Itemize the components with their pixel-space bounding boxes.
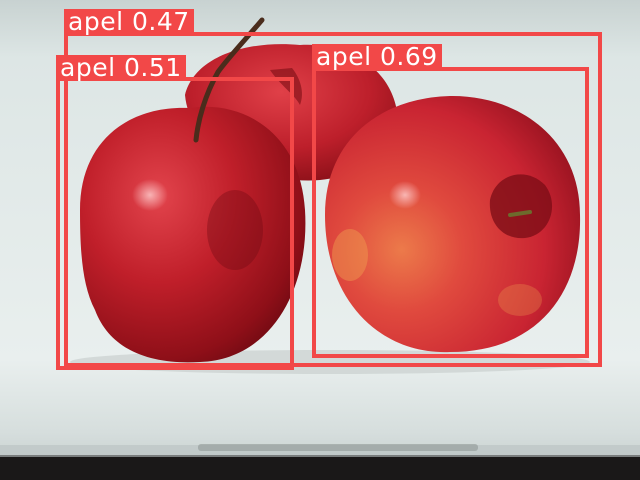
detection-label-apel-051: apel 0.51 <box>56 55 186 81</box>
detection-box-apel-051 <box>56 77 294 370</box>
detection-box-apel-047 <box>64 32 602 367</box>
detection-label-apel-047: apel 0.47 <box>64 9 194 35</box>
detection-box-apel-069 <box>312 67 589 358</box>
detection-label-apel-069: apel 0.69 <box>312 44 442 70</box>
